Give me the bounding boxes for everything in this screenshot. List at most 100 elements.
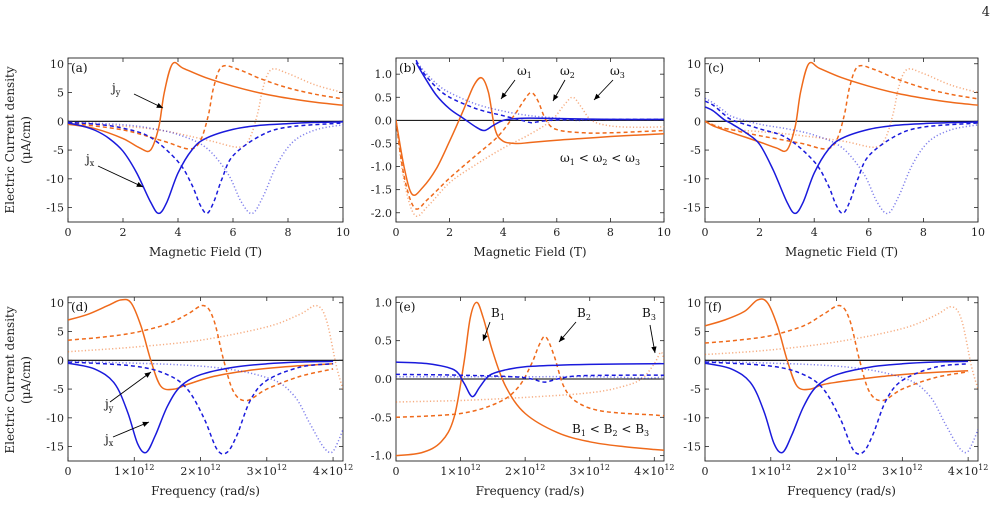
panel-label: (e) (399, 300, 415, 314)
y-tick-label: 5 (57, 87, 64, 100)
annotation-arrow (112, 421, 150, 438)
annotation-label: jy (110, 81, 121, 97)
y-tick-label: -15 (683, 441, 701, 454)
annotation-arrow (552, 79, 566, 102)
annotation-label: ω2 (560, 64, 575, 80)
series-jy-solid (396, 76, 664, 196)
page-number: 4 (982, 5, 990, 20)
series-jy-dash (705, 304, 969, 402)
chart-panel-e: 0 1×1012 2×1012 3×1012 4×1012 1.0 0.5 0.0 -0.5 -1… (371, 296, 675, 498)
annotation-label: jy (103, 397, 114, 413)
series-jy-solid (68, 61, 343, 153)
series-jx-solid (68, 121, 343, 215)
series-jx-dot (705, 360, 978, 454)
condition-annotation: ω1 < ω2 < ω3 (560, 151, 640, 167)
y-tick-label: -1.0 (371, 161, 392, 174)
chart-panel-b: 0 2 4 6 8 10 1.0 0.5 0.0 -0.5 -1.0 -1.5 -2.0 (b) Magne… (371, 57, 671, 259)
x-axis-label: Frequency (rad/s) (787, 484, 896, 498)
chart-panel-d: 0 1×1012 2×1012 3×1012 4×1012 10 5 0 -5 -10 -15 (d)… (3, 296, 353, 498)
x-tick-label: 2×1012 (180, 463, 220, 478)
plot-frame (395, 57, 665, 223)
x-tick-label: 0 (393, 465, 400, 478)
plot-frame (704, 57, 979, 223)
series-jx-dash (705, 361, 969, 455)
x-tick-label: 2 (446, 226, 453, 239)
annotation-arrow (558, 321, 577, 343)
x-tick-label: 8 (920, 226, 927, 239)
y-axis-label: Electric Current density (μA/cm) (3, 66, 33, 214)
chart-panel-c: 0 2 4 6 8 10 10 5 0 -5 -10 -15 (c) Magnetic Field (T) (683, 57, 985, 259)
annotation-arrow (500, 79, 516, 100)
chart-panel-a: 0 2 4 6 8 10 10 5 0 -5 -10 -15 (a) Magnetic Field (T)… (3, 57, 350, 259)
y-tick-label: 0 (57, 354, 64, 367)
panel-label: (f) (708, 300, 722, 314)
series-jx-dash (68, 361, 334, 455)
y-tick-label: -5 (690, 383, 701, 396)
plot-frame (67, 296, 344, 462)
series-jx-dot (68, 121, 343, 215)
series-jy-dot (396, 351, 664, 403)
series-jx-dash (68, 121, 343, 215)
y-tick-label: 5 (694, 326, 701, 339)
annotation-arrow (649, 324, 657, 354)
x-tick-label: 0 (65, 465, 72, 478)
series-jy-solid (396, 301, 664, 457)
annotation-arrow (133, 93, 164, 109)
panel-label: (d) (71, 300, 88, 314)
condition-annotation: B1 < B2 < B3 (572, 422, 649, 438)
series-jy-dash (68, 304, 334, 402)
x-tick-label: 1×1012 (440, 463, 480, 478)
y-tick-label: -15 (46, 202, 64, 215)
y-tick-label: 10 (687, 297, 701, 310)
series-jy-dot (68, 304, 343, 390)
annotation-arrow (482, 321, 491, 342)
plot-frame (704, 296, 979, 462)
series-jx-solid (68, 360, 334, 454)
x-tick-label: 8 (285, 226, 292, 239)
x-tick-label: 6 (553, 226, 560, 239)
annotation-label: jx (84, 152, 95, 168)
x-tick-label: 0 (393, 226, 400, 239)
x-tick-label: 4×1012 (634, 463, 674, 478)
series-jx-dot (68, 360, 343, 454)
y-axis-label: Electric Current density (μA/cm) (3, 306, 33, 454)
series-jy-dash (396, 335, 664, 419)
panel-label: (a) (71, 61, 88, 75)
y-tick-label: -1.5 (371, 184, 392, 197)
y-tick-label: 0 (694, 354, 701, 367)
x-tick-label: 3×1012 (570, 463, 610, 478)
y-tick-label: 10 (50, 297, 64, 310)
y-tick-label: 0.0 (375, 114, 393, 127)
x-tick-label: 6 (230, 226, 237, 239)
x-tick-label: 1×1012 (114, 463, 154, 478)
annotation-label: ω1 (517, 64, 532, 80)
series-jy-solid (68, 298, 334, 391)
series-jx-dash (415, 59, 664, 124)
annotation-arrow (109, 371, 152, 403)
y-tick-label: -5 (690, 144, 701, 157)
x-tick-label: 8 (607, 226, 614, 239)
annotation-arrow (593, 79, 614, 101)
x-tick-label: 4 (811, 226, 818, 239)
series-jx-dot (415, 59, 664, 122)
x-tick-label: 3×1012 (247, 463, 287, 478)
chart-panel-f: 0 1×1012 2×1012 3×1012 4×1012 10 5 0 -5 -10 -15 (f)… (683, 296, 988, 498)
annotation-arrow (97, 165, 144, 188)
x-axis-label: Magnetic Field (T) (473, 245, 586, 259)
x-tick-label: 2×1012 (816, 463, 856, 478)
series-jx-solid (705, 106, 978, 215)
y-tick-label: -10 (683, 412, 701, 425)
x-tick-label: 1×1012 (751, 463, 791, 478)
series-jx-solid (705, 360, 969, 454)
y-tick-label: -0.5 (371, 137, 392, 150)
series-jy-dash (396, 91, 664, 210)
y-tick-label: -15 (683, 202, 701, 215)
x-tick-label: 0 (702, 465, 709, 478)
y-tick-label: -2.0 (371, 207, 392, 220)
x-tick-label: 3×1012 (882, 463, 922, 478)
y-tick-label: 1.0 (375, 296, 393, 309)
series-jy-dot (68, 68, 343, 148)
y-tick-label: 0.0 (375, 373, 393, 386)
panel-label: (b) (399, 61, 416, 75)
plot-frame (67, 57, 344, 223)
